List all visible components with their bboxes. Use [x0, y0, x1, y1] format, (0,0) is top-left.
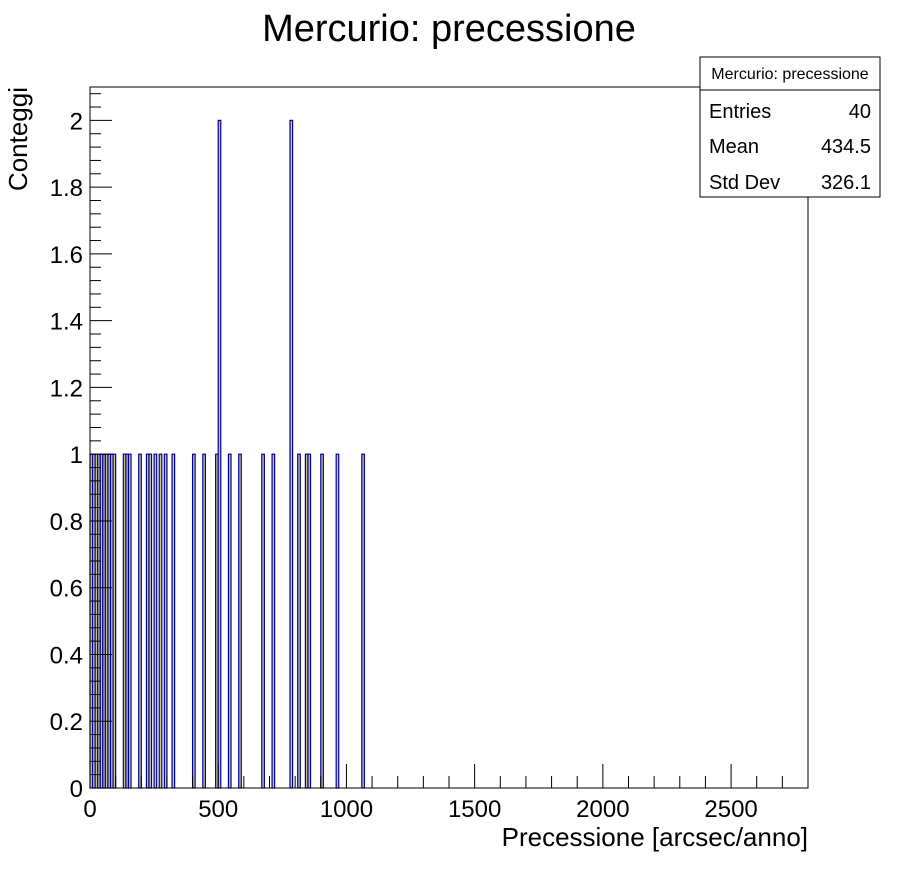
x-tick-label: 2000	[576, 796, 629, 823]
x-axis-label: Precessione [arcsec/anno]	[502, 822, 808, 852]
stats-stddev-value: 326.1	[821, 172, 871, 194]
histogram-bar-32	[320, 453, 324, 789]
histogram-bar-25	[238, 453, 242, 789]
stats-mean-label: Mean	[709, 136, 759, 158]
y-tick-label: 1.2	[50, 375, 83, 402]
histogram-bar-26	[261, 453, 265, 789]
histogram-bar-24	[227, 453, 232, 789]
histogram-bar-9	[112, 453, 117, 789]
plot-frame	[89, 86, 809, 789]
histogram-bar-21	[202, 453, 206, 789]
stats-stddev-label: Std Dev	[709, 172, 780, 194]
histogram-bar-19	[171, 453, 176, 789]
y-tick-label: 1.4	[50, 309, 83, 336]
stats-box-title: Mercurio: precessione	[711, 66, 869, 83]
histogram-bar-13	[138, 453, 142, 789]
x-tick-label: 500	[198, 796, 238, 823]
y-tick-label: 1.8	[50, 175, 83, 202]
histogram-bar-15	[148, 453, 153, 789]
histogram-bar-34	[361, 453, 365, 789]
histogram-bar-28	[289, 119, 294, 789]
stats-box: Mercurio: precessione Entries 40 Mean 43…	[699, 56, 881, 198]
histogram-bar-20	[191, 453, 196, 789]
x-axis-ticks: 0 500 1000 1500 2000 2500	[83, 764, 809, 823]
y-tick-label: 0.4	[50, 642, 83, 669]
x-tick-label: 1000	[320, 796, 373, 823]
histogram-bar-16	[153, 453, 158, 789]
stats-entries-label: Entries	[709, 101, 771, 123]
y-tick-label: 1	[70, 442, 83, 469]
stats-entries-value: 40	[849, 101, 871, 123]
x-tick-label: 1500	[448, 796, 501, 823]
x-tick-label: 2500	[704, 796, 757, 823]
y-tick-label: 0.2	[50, 709, 83, 736]
y-axis-label: Conteggi	[3, 87, 33, 191]
histogram-bar-23	[217, 119, 222, 789]
histogram-bar-18	[163, 453, 168, 789]
stats-box-frame	[699, 56, 881, 198]
x-tick-label: 0	[83, 796, 96, 823]
y-tick-label: 0.8	[50, 509, 83, 536]
y-tick-label: 0.6	[50, 576, 83, 603]
histogram-bars	[89, 119, 365, 789]
histogram-bar-29	[297, 453, 301, 789]
y-axis-ticks: 0 0.2 0.4 0.6 0.8 1 1.2 1.4 1.6 1.8 2	[50, 93, 112, 803]
histogram-bar-33	[335, 453, 340, 789]
chart-title: Mercurio: precessione	[262, 8, 636, 50]
stats-mean-value: 434.5	[821, 136, 871, 158]
histogram-bar-31	[307, 453, 312, 789]
histogram-bar-17	[158, 453, 163, 789]
y-tick-label: 0	[70, 776, 83, 803]
y-tick-label: 1.6	[50, 242, 83, 269]
histogram-bar-12	[127, 453, 132, 789]
y-tick-label: 2	[70, 108, 83, 135]
histogram-bar-27	[271, 453, 276, 789]
